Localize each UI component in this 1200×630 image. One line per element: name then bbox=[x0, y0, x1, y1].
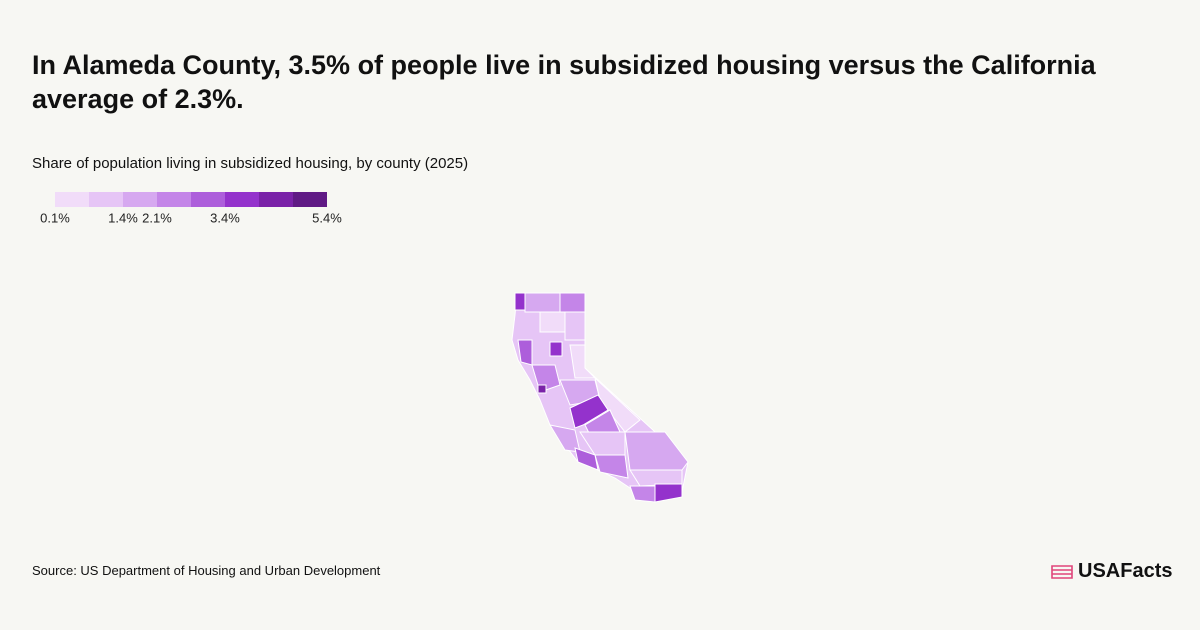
source: Source: US Department of Housing and Urb… bbox=[32, 563, 381, 578]
legend-swatch bbox=[293, 192, 327, 207]
legend-swatch bbox=[259, 192, 293, 207]
county bbox=[574, 447, 599, 471]
brand: USAFacts bbox=[1078, 560, 1173, 582]
legend-label: 3.4% bbox=[210, 210, 240, 225]
legend-label: 0.1% bbox=[40, 210, 70, 225]
county bbox=[537, 384, 547, 394]
subtitle: Share of population living in subsidized… bbox=[32, 155, 469, 172]
legend-swatch bbox=[89, 192, 123, 207]
legend: 0.1% 1.4% 2.1% 3.4% 5.4% bbox=[40, 192, 342, 225]
legend-label: 5.4% bbox=[312, 210, 342, 225]
legend-swatch bbox=[123, 192, 157, 207]
county bbox=[559, 292, 586, 313]
county bbox=[539, 311, 566, 333]
legend-swatch bbox=[191, 192, 225, 207]
brand-logo bbox=[1051, 565, 1073, 579]
legend-swatch bbox=[55, 192, 89, 207]
legend-label: 1.4% bbox=[108, 210, 138, 225]
legend-swatch bbox=[225, 192, 259, 207]
county bbox=[564, 311, 586, 341]
title: In Alameda County, 3.5% of people live i… bbox=[32, 50, 1096, 114]
county bbox=[524, 292, 561, 313]
legend-swatch bbox=[157, 192, 191, 207]
county bbox=[629, 485, 656, 503]
county bbox=[594, 454, 629, 479]
county bbox=[549, 341, 563, 357]
california-map bbox=[511, 292, 689, 503]
county bbox=[654, 483, 683, 503]
county bbox=[569, 394, 609, 429]
county bbox=[514, 292, 526, 311]
legend-label: 2.1% bbox=[142, 210, 172, 225]
county bbox=[624, 431, 689, 471]
county bbox=[569, 344, 597, 379]
